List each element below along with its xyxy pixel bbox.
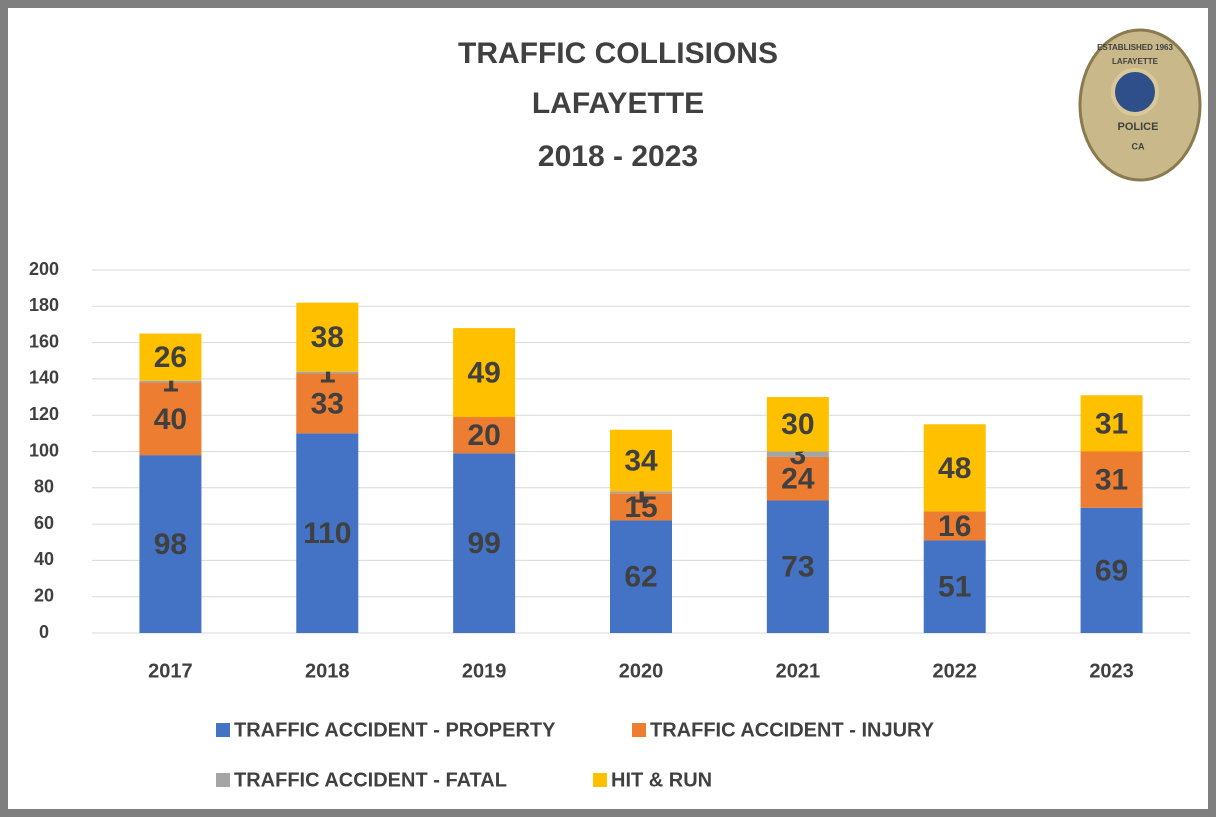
x-tick-label: 2018 (305, 660, 350, 682)
data-label: 110 (303, 517, 351, 550)
legend-label: HIT & RUN (611, 769, 712, 791)
x-tick-label: 2019 (462, 660, 507, 682)
legend-swatch (593, 773, 607, 787)
data-label: 40 (154, 403, 187, 436)
y-tick-label: 100 (29, 440, 59, 460)
chart-title: TRAFFIC COLLISIONS (458, 37, 778, 70)
legend-label: TRAFFIC ACCIDENT - FATAL (234, 769, 507, 791)
data-label: 48 (938, 452, 971, 485)
badge-text: LAFAYETTE (1112, 57, 1159, 66)
chart-title: 2018 - 2023 (538, 140, 698, 173)
x-tick-label: 2021 (776, 660, 821, 682)
badge-text: ESTABLISHED 1963 (1097, 43, 1173, 52)
data-label: 69 (1095, 554, 1128, 587)
data-label: 26 (154, 341, 187, 374)
y-tick-label: 20 (34, 585, 54, 605)
badge-text: POLICE (1118, 121, 1159, 133)
data-label: 98 (154, 528, 187, 561)
legend-swatch (632, 723, 646, 737)
y-tick-label: 160 (29, 331, 59, 351)
y-tick-label: 40 (34, 549, 54, 569)
data-label: 73 (781, 551, 814, 584)
badge: ESTABLISHED 1963 LAFAYETTE POLICE CA (1080, 30, 1200, 180)
badge-text: CA (1132, 141, 1145, 151)
data-label: 51 (938, 571, 971, 604)
y-tick-label: 0 (39, 622, 49, 642)
chart-title: LAFAYETTE (532, 87, 704, 120)
y-tick-label: 60 (34, 513, 54, 533)
x-tick-label: 2020 (619, 660, 664, 682)
legend-swatch (216, 723, 230, 737)
data-label: 34 (624, 444, 658, 477)
x-tick-label: 2022 (932, 660, 977, 682)
data-label: 20 (467, 419, 500, 452)
legend-label: TRAFFIC ACCIDENT - INJURY (650, 719, 935, 741)
chart: TRAFFIC COLLISIONS LAFAYETTE 2018 - 2023… (0, 0, 1216, 817)
y-tick-label: 200 (29, 259, 59, 279)
legend-label: TRAFFIC ACCIDENT - PROPERTY (234, 719, 556, 741)
data-label: 49 (467, 356, 500, 389)
y-tick-label: 140 (29, 368, 59, 388)
y-tick-label: 120 (29, 404, 59, 424)
data-label: 33 (311, 387, 344, 420)
data-label: 31 (1095, 407, 1128, 440)
y-tick-label: 80 (34, 477, 54, 497)
x-tick-label: 2023 (1089, 660, 1134, 682)
y-tick-label: 180 (29, 295, 59, 315)
legend-swatch (216, 773, 230, 787)
badge-seal (1113, 70, 1157, 114)
data-label: 62 (624, 561, 657, 594)
data-label: 30 (781, 408, 814, 441)
data-label: 16 (938, 510, 971, 543)
data-label: 31 (1095, 464, 1128, 497)
data-label: 38 (311, 321, 344, 354)
data-label: 99 (467, 527, 500, 560)
x-tick-label: 2017 (148, 660, 193, 682)
